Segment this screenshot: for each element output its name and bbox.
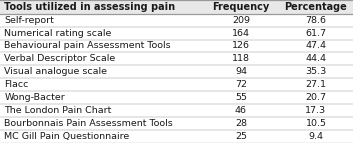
Text: 25: 25	[235, 132, 247, 141]
Bar	[0, 52, 353, 65]
Bar	[0, 27, 353, 39]
Bar	[0, 104, 353, 117]
Bar	[0, 130, 353, 143]
Text: 35.3: 35.3	[305, 67, 327, 76]
Text: The London Pain Chart: The London Pain Chart	[4, 106, 112, 115]
Text: Percentage: Percentage	[285, 2, 347, 12]
Text: Frequency: Frequency	[212, 2, 270, 12]
Text: 27.1: 27.1	[305, 80, 327, 89]
Text: Visual analogue scale: Visual analogue scale	[4, 67, 107, 76]
Text: 72: 72	[235, 80, 247, 89]
Bar	[0, 117, 353, 130]
Text: MC Gill Pain Questionnaire: MC Gill Pain Questionnaire	[4, 132, 130, 141]
Text: Verbal Descriptor Scale: Verbal Descriptor Scale	[4, 54, 115, 63]
Text: 164: 164	[232, 29, 250, 38]
Text: 94: 94	[235, 67, 247, 76]
Text: Behavioural pain Assessment Tools: Behavioural pain Assessment Tools	[4, 41, 171, 50]
Text: Bourbonnais Pain Assessment Tools: Bourbonnais Pain Assessment Tools	[4, 119, 173, 128]
Text: 20.7: 20.7	[305, 93, 327, 102]
Bar	[0, 65, 353, 78]
Text: 10.5: 10.5	[305, 119, 327, 128]
Bar	[0, 91, 353, 104]
Text: Numerical rating scale: Numerical rating scale	[4, 29, 112, 38]
Text: 118: 118	[232, 54, 250, 63]
Text: 126: 126	[232, 41, 250, 50]
Text: 61.7: 61.7	[305, 29, 327, 38]
Bar	[0, 39, 353, 52]
Text: Flacc: Flacc	[4, 80, 29, 89]
Text: 78.6: 78.6	[305, 16, 327, 25]
Text: 209: 209	[232, 16, 250, 25]
Text: 46: 46	[235, 106, 247, 115]
Text: 55: 55	[235, 93, 247, 102]
Text: Wong-Bacter: Wong-Bacter	[4, 93, 65, 102]
Bar	[0, 78, 353, 91]
Text: Self-report: Self-report	[4, 16, 54, 25]
Text: 17.3: 17.3	[305, 106, 327, 115]
Bar	[0, 0, 353, 14]
Text: 44.4: 44.4	[305, 54, 327, 63]
Text: 9.4: 9.4	[309, 132, 323, 141]
Text: 28: 28	[235, 119, 247, 128]
Bar	[0, 14, 353, 27]
Text: Tools utilized in assessing pain: Tools utilized in assessing pain	[4, 2, 175, 12]
Text: 47.4: 47.4	[305, 41, 327, 50]
